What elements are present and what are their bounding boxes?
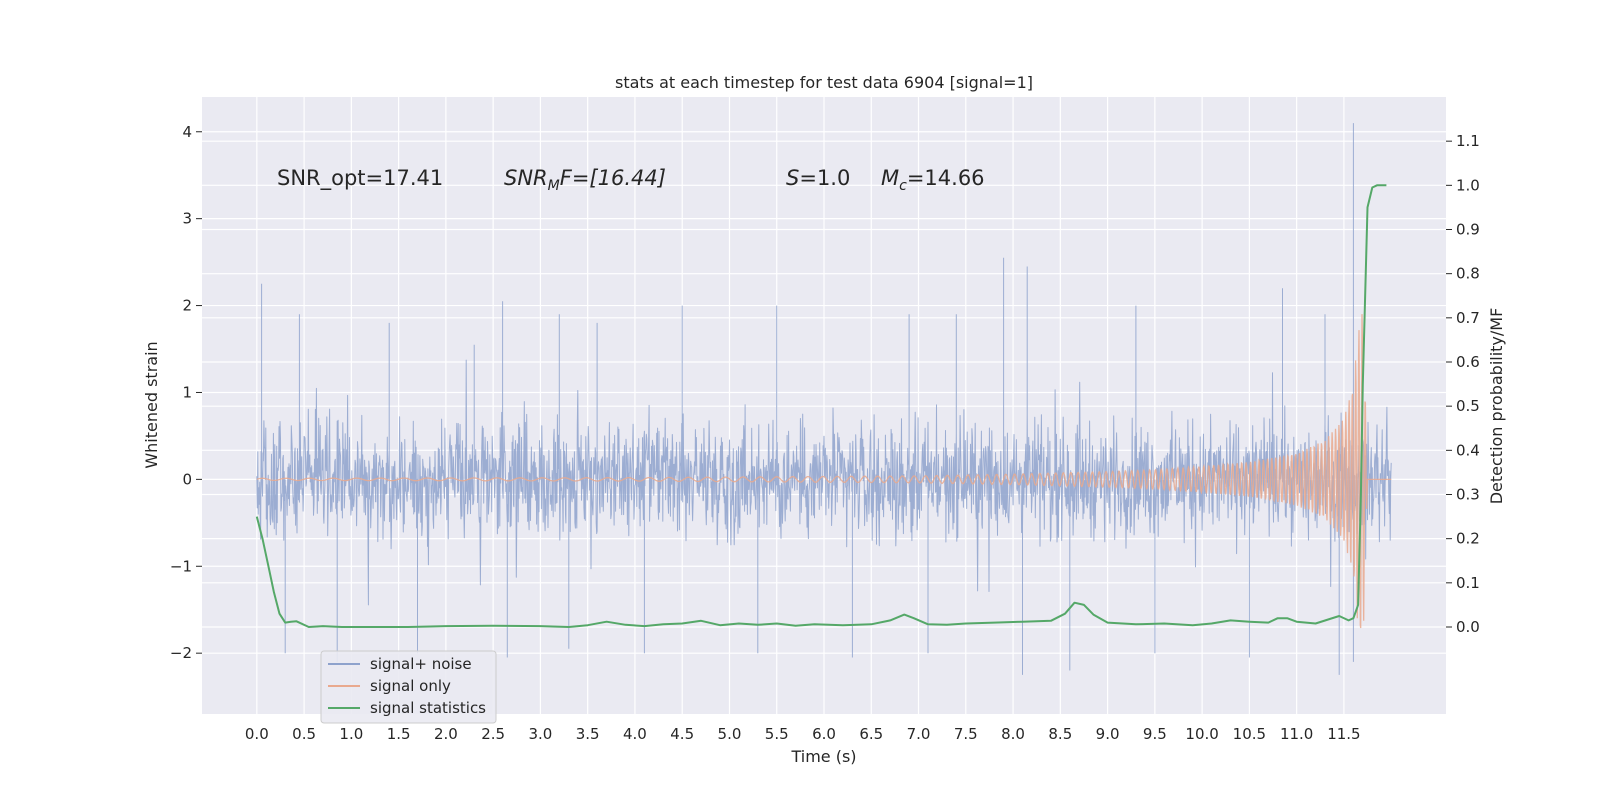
x-tick-label: 10.0	[1185, 725, 1218, 743]
legend-label-signal-only: signal only	[370, 677, 451, 695]
x-tick-label: 7.0	[907, 725, 931, 743]
legend-label-signal-statistics: signal statistics	[370, 699, 486, 717]
y-left-tick-label: 3	[182, 210, 192, 228]
tick-layer: 0.0 0.5 1.0 1.5 2.0 2.5 3.0 3.5 4.0 4.5 5.0 5.5 6.0 6…	[170, 123, 1480, 743]
annotation-mc-sub: c	[899, 178, 907, 194]
x-axis-label: Time (s)	[790, 747, 856, 766]
y-right-tick-label: 0.4	[1456, 441, 1480, 459]
y-right-tick-label: 0.1	[1456, 574, 1480, 592]
y-left-tick-label: −1	[170, 557, 192, 575]
y-axis-label-right: Detection probability/MF	[1487, 308, 1506, 505]
y-left-tick-label: 2	[182, 297, 192, 315]
series-signal-statistics	[255, 184, 1387, 628]
y-right-tick-label: 1.1	[1456, 132, 1480, 150]
x-tick-label: 5.5	[765, 725, 789, 743]
y-right-tick-label: 0.6	[1456, 353, 1480, 371]
annotation-snr-mf-sub: M	[548, 178, 560, 194]
y-right-tick-label: 0.0	[1456, 618, 1480, 636]
x-tick-label: 2.0	[434, 725, 458, 743]
annotation-snr-mf-f: F=[16.44]	[560, 166, 666, 190]
x-tick-label: 4.5	[670, 725, 694, 743]
y-right-tick-label: 0.8	[1456, 265, 1480, 283]
x-tick-label: 10.5	[1233, 725, 1266, 743]
y-left-tick-label: 4	[182, 123, 192, 141]
annotation-mc-value: =14.66	[907, 166, 985, 190]
x-tick-label: 8.0	[1001, 725, 1025, 743]
annotation-s-symbol: S	[786, 166, 799, 190]
series-signal-noise	[256, 123, 1392, 675]
x-tick-label: 11.5	[1327, 725, 1360, 743]
y-axis-label-left: Whitened strain	[142, 341, 161, 468]
x-tick-label: 0.0	[245, 725, 269, 743]
y-left-tick-label: 0	[182, 470, 192, 488]
series-signal-only	[256, 314, 1392, 629]
x-tick-label: 3.5	[576, 725, 600, 743]
annotation-snr-mf-main: SNR	[504, 166, 548, 190]
annotation-mc-symbol: M	[881, 166, 899, 190]
x-tick-label: 8.5	[1048, 725, 1072, 743]
y-right-tick-label: 0.3	[1456, 485, 1480, 503]
annotation-snr-opt: SNR_opt=17.41	[277, 166, 443, 191]
grid-lines	[202, 97, 1446, 714]
y-right-tick-label: 0.7	[1456, 309, 1480, 327]
y-right-tick-label: 0.5	[1456, 397, 1480, 415]
legend: signal+ noise signal only signal statist…	[320, 650, 497, 724]
annotation-snr-mf: SNRMF=[16.44]	[504, 166, 666, 194]
annotation-s-value: =1.0	[799, 166, 850, 190]
y-right-tick-label: 0.9	[1456, 220, 1480, 238]
x-tick-label: 2.5	[481, 725, 505, 743]
annotation-mc: Mc=14.66	[881, 166, 985, 194]
data-layer	[255, 123, 1392, 675]
x-tick-label: 0.5	[292, 725, 316, 743]
x-tick-label: 1.0	[339, 725, 363, 743]
legend-box	[320, 650, 497, 724]
x-tick-label: 4.0	[623, 725, 647, 743]
y-left-tick-label: −2	[170, 644, 192, 662]
legend-label-signal-noise: signal+ noise	[370, 655, 472, 673]
x-tick-label: 1.5	[387, 725, 411, 743]
x-tick-label: 9.5	[1143, 725, 1167, 743]
chart-title: stats at each timestep for test data 690…	[615, 73, 1033, 92]
y-left-tick-label: 1	[182, 383, 192, 401]
y-right-tick-label: 0.2	[1456, 530, 1480, 548]
annotation-s: S=1.0	[786, 166, 850, 190]
x-tick-label: 11.0	[1280, 725, 1313, 743]
x-tick-label: 9.0	[1096, 725, 1120, 743]
x-tick-label: 7.5	[954, 725, 978, 743]
x-tick-label: 5.0	[718, 725, 742, 743]
x-tick-label: 3.0	[528, 725, 552, 743]
x-tick-label: 6.5	[859, 725, 883, 743]
x-tick-label: 6.0	[812, 725, 836, 743]
annotations: SNR_opt=17.41 SNRMF=[16.44] S=1.0 Mc=14.…	[277, 166, 985, 194]
y-right-tick-label: 1.0	[1456, 176, 1480, 194]
